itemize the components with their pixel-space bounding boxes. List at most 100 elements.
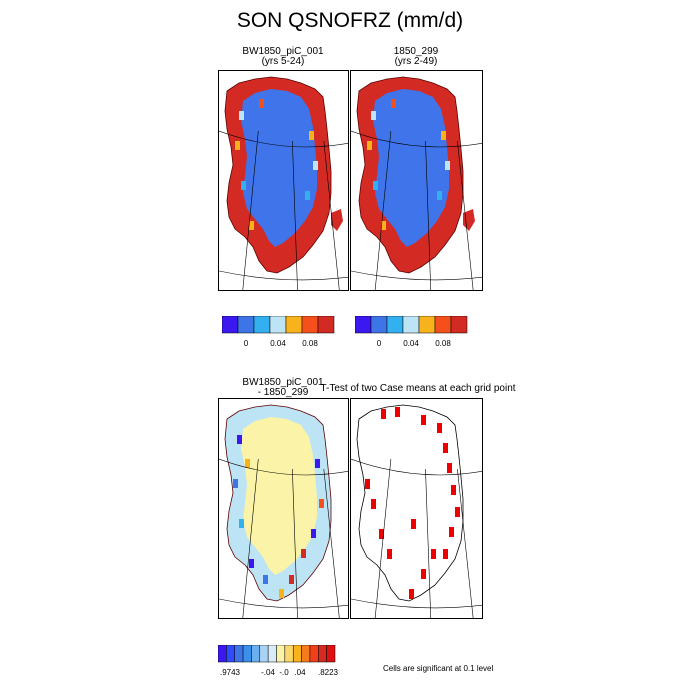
significant-cell (431, 549, 436, 559)
latitude-line (219, 270, 348, 281)
panel2-title-line1: 1850_299 (393, 46, 439, 57)
map-4-svg (351, 404, 482, 618)
colorbar-swatch (301, 645, 311, 663)
meridian-line (292, 140, 298, 290)
panel1-title-line2: (yrs 5-24) (261, 56, 305, 67)
significant-cell (421, 569, 426, 579)
colorbar-tick-label: 0 (244, 339, 249, 348)
colorbar-swatch (237, 316, 255, 334)
colorbar-swatch (267, 645, 277, 663)
colorbar-tick-label: 0 (377, 339, 382, 348)
colorbar-tick-label: 0.04 (270, 339, 286, 348)
grid-cell (309, 131, 314, 140)
meridian-line (425, 468, 432, 618)
colorbar-tick-label: -.04 (261, 668, 275, 677)
grid-cell (313, 161, 318, 170)
meridian-line (242, 130, 259, 290)
significant-cell (371, 499, 376, 509)
meridian-line (242, 458, 259, 618)
colorbar-tick-label: .9743 (220, 668, 241, 677)
colorbar-swatch (326, 645, 336, 663)
map-panel-3 (218, 398, 349, 619)
grid-cell (445, 161, 450, 170)
colorbar-tick-label: 0.04 (403, 339, 419, 348)
grid-cell (381, 221, 386, 230)
colorbar-swatch (402, 316, 420, 334)
grid-cell (249, 559, 254, 568)
grid-cell (245, 459, 250, 468)
panel3-title-line1: BW1850_piC_001 (242, 377, 324, 388)
colorbar-swatch (285, 316, 303, 334)
meridian-line (374, 458, 392, 618)
meridian-line (323, 468, 340, 618)
grid-cell (237, 435, 242, 444)
meridian-line (292, 468, 298, 618)
ice-sheet-interior (373, 89, 449, 247)
significant-cell (387, 549, 392, 559)
grid-cell (259, 99, 264, 108)
iceland-cells (463, 209, 475, 231)
latitude-line (351, 270, 482, 281)
meridian-line (425, 140, 432, 290)
panel3-title-line2: - 1850_299 (257, 387, 309, 398)
grid-cell (391, 99, 396, 108)
panel1-title-line1: BW1850_piC_001 (242, 46, 324, 57)
grid-cell (249, 221, 254, 230)
significant-cell (365, 479, 370, 489)
colorbar-swatch (276, 645, 286, 663)
grid-cell (239, 111, 244, 120)
significant-cell (411, 519, 416, 529)
colorbar-swatch (284, 645, 294, 663)
iceland-cells (331, 209, 343, 231)
significant-cell (421, 415, 426, 425)
colorbar-swatch (292, 645, 302, 663)
grid-cell (239, 519, 244, 528)
colorbar-panel3: .9743 -.04 -.0 .04 .8223 (218, 645, 339, 677)
grid-cell (319, 499, 324, 508)
colorbar-swatch (226, 645, 235, 663)
panel1-title: BW1850_piC_001 (yrs 5-24) (218, 47, 348, 67)
panel2-title: 1850_299 (yrs 2-49) (350, 47, 482, 67)
grid-cell (279, 589, 284, 598)
significant-cell (455, 507, 460, 517)
map-panel-1 (218, 70, 349, 291)
colorbar-swatch (418, 316, 436, 334)
colorbar-swatch (434, 316, 452, 334)
latitude-line (351, 598, 482, 609)
coastline (356, 404, 464, 602)
colorbar-tick-label: 0.08 (302, 339, 318, 348)
colorbar-swatch (242, 645, 252, 663)
colorbar-swatch (222, 316, 239, 334)
panel4-title: T-Test of two Case means at each grid po… (320, 383, 516, 394)
significant-cell (451, 485, 456, 495)
colorbar-swatch (251, 645, 261, 663)
grid-cell (305, 191, 310, 200)
colorbar-swatch (386, 316, 404, 334)
colorbar-swatch (355, 316, 372, 334)
grid-cell (263, 575, 268, 584)
colorbar-swatch (301, 316, 319, 334)
map-panel-2 (350, 70, 483, 291)
latitude-line (219, 458, 348, 476)
colorbar-panel1: 0 0.04 0.08 (222, 316, 335, 348)
grid-cell (241, 181, 246, 190)
significant-cell (395, 407, 400, 417)
difference-interior (241, 417, 317, 575)
map-3-svg (219, 404, 348, 618)
colorbar-swatch (253, 316, 271, 334)
grid-cell (367, 141, 372, 150)
significant-cell (381, 409, 386, 419)
panel2-title-line2: (yrs 2-49) (394, 56, 438, 67)
grid-cell (371, 111, 376, 120)
latitude-line (351, 130, 482, 148)
panel3-title: BW1850_piC_001 - 1850_299 (218, 378, 348, 398)
meridian-line (374, 130, 392, 290)
significance-note: Cells are significant at 0.1 level (383, 664, 494, 673)
colorbar-tick-label: .04 (294, 668, 306, 677)
colorbar-swatch (317, 316, 335, 334)
grid-cell (233, 479, 238, 488)
grid-cell (373, 181, 378, 190)
grid-cell (441, 131, 446, 140)
colorbar-swatch (309, 645, 319, 663)
significant-cell (409, 589, 414, 599)
